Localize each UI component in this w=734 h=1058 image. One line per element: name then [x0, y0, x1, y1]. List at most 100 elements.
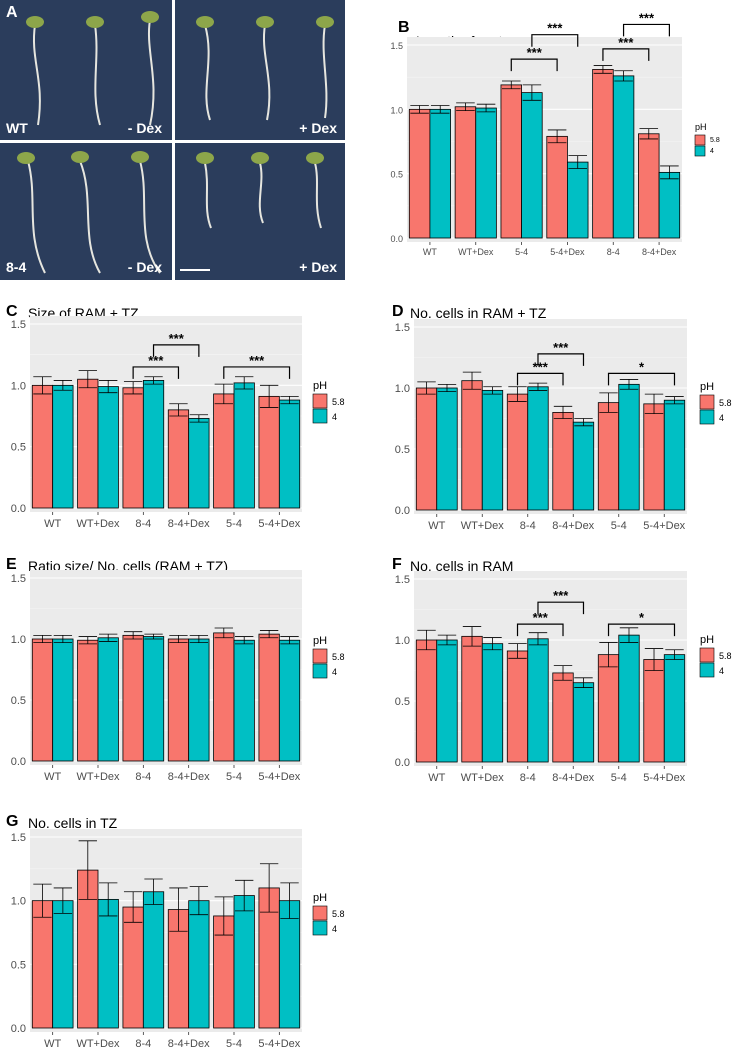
- chart-b-xtick-label: 5-4+Dex: [550, 247, 585, 257]
- bar-e-ph4: [97, 637, 119, 762]
- bar-b-ph58: [454, 106, 477, 239]
- legend-d-label: 4: [719, 413, 724, 423]
- legend-d-swatch: [699, 409, 715, 425]
- bar-e-ph4: [188, 638, 210, 762]
- legend-f-label: 4: [719, 666, 724, 676]
- bar-d-ph58: [506, 393, 529, 511]
- chart-g-ytick-label: 0.5: [11, 959, 26, 971]
- significance-bracket-d: [607, 372, 676, 386]
- chart-e-xtick-label: 5-4+Dex: [258, 771, 300, 783]
- bar-d-ph4: [481, 390, 504, 511]
- legend-b-swatch: [694, 134, 706, 146]
- legend-f-swatch: [699, 647, 715, 663]
- chart-b-ytick-label: 1.0: [390, 105, 403, 115]
- chart-f-title: No. cells in RAM: [410, 558, 513, 574]
- legend-f-label: 5.8: [719, 651, 732, 661]
- bar-b-ph58: [408, 108, 431, 239]
- legend-d-swatch: [699, 394, 715, 410]
- legend-g-label: 5.8: [332, 909, 345, 919]
- genotype-label: WT: [6, 120, 28, 136]
- bar-b-ph58: [638, 133, 660, 239]
- significance-bracket-b: [531, 34, 579, 47]
- bar-b-ph4: [521, 92, 543, 239]
- legend-b-title: pH: [695, 122, 707, 132]
- chart-c-ytick-label: 1.0: [11, 380, 26, 392]
- bar-f-ph58: [461, 635, 483, 763]
- chart-d-xtick-label: WT: [428, 520, 445, 532]
- panel-c-letter: C: [6, 303, 18, 320]
- bar-e-ph4: [278, 639, 301, 762]
- chart-f-xtick-label: 8-4+Dex: [552, 772, 594, 784]
- chart-g-xtick-label: WT: [44, 1038, 61, 1050]
- bar-f-ph4: [572, 682, 595, 763]
- bar-e-ph58: [31, 638, 54, 762]
- bar-d-ph58: [643, 403, 665, 511]
- significance-label-c: ***: [169, 331, 185, 346]
- chart-b-plot-area: [407, 37, 682, 242]
- bar-e-ph58: [213, 632, 235, 762]
- chart-c-xtick-label: 5-4: [226, 518, 242, 530]
- significance-bracket-c: [223, 366, 291, 379]
- chart-g-plot-area: [30, 829, 302, 1032]
- chart-f-xtick-label: WT: [428, 772, 445, 784]
- bar-e-ph4: [52, 638, 74, 762]
- chart-g-ytick-label: 0.0: [11, 1023, 26, 1035]
- bar-d-ph4: [663, 399, 686, 511]
- bar-f-ph58: [415, 639, 438, 763]
- bar-b-ph58: [592, 69, 614, 239]
- significance-label-f: ***: [533, 610, 549, 625]
- chart-g-xtick-label: 8-4+Dex: [168, 1038, 210, 1050]
- bar-c-ph58: [213, 393, 235, 509]
- bar-c-ph4: [97, 386, 119, 509]
- chart-g-title: No. cells in TZ: [28, 815, 118, 831]
- chart-f-ytick-label: 0.0: [395, 757, 410, 769]
- bar-c-ph58: [122, 387, 144, 509]
- chart-d-ytick-label: 0.5: [395, 444, 410, 456]
- significance-label-d: ***: [533, 359, 549, 374]
- bar-g-ph4: [52, 900, 74, 1029]
- bar-e-ph4: [233, 639, 255, 762]
- chart-g-ytick-label: 1.5: [11, 832, 26, 844]
- photo-84-minus-dex: 8-4 - Dex: [0, 143, 172, 280]
- bar-g-ph58: [31, 900, 54, 1029]
- photo-84-plus-dex: + Dex: [175, 143, 345, 280]
- panel-f-letter: F: [392, 556, 402, 573]
- legend-c-title: pH: [313, 380, 327, 392]
- chart-e-xtick-label: WT: [44, 771, 61, 783]
- chart-g-xtick-label: 8-4: [135, 1038, 151, 1050]
- bar-f-ph58: [552, 672, 574, 763]
- chart-e-ytick-label: 1.5: [11, 573, 26, 585]
- bar-b-ph4: [612, 75, 635, 239]
- bar-f-ph4: [481, 643, 504, 763]
- chart-e-plot-area: [30, 570, 302, 765]
- legend-f-swatch: [699, 662, 715, 678]
- panel-b-letter: B: [398, 19, 410, 36]
- significance-bracket-f: [607, 623, 676, 637]
- chart-d-ytick-label: 1.0: [395, 383, 410, 395]
- chart-c-xtick-label: WT+Dex: [76, 518, 120, 530]
- bar-g-ph4: [233, 895, 255, 1029]
- panel-e-letter: E: [6, 556, 17, 573]
- significance-bracket-b: [622, 23, 670, 37]
- legend-e-label: 4: [332, 667, 337, 677]
- legend-e-swatch: [312, 663, 328, 679]
- chart-e-xtick-label: 8-4: [135, 771, 151, 783]
- bar-g-ph4: [278, 900, 301, 1029]
- bar-f-ph4: [436, 639, 458, 763]
- bar-f-ph58: [597, 654, 620, 763]
- seedling-drawing: [17, 151, 161, 274]
- chart-f-ytick-label: 0.5: [395, 696, 410, 708]
- chart-e-ytick-label: 0.0: [11, 756, 26, 768]
- panel-g-letter: G: [6, 813, 18, 830]
- bar-e-ph58: [122, 634, 144, 762]
- legend-g-label: 4: [332, 924, 337, 934]
- treatment-label: + Dex: [299, 259, 337, 275]
- legend-g-title: pH: [313, 892, 327, 904]
- chart-d-plot-area: [414, 319, 687, 514]
- bar-e-ph58: [258, 633, 280, 762]
- bar-c-ph58: [167, 409, 190, 509]
- seedling-drawing: [26, 11, 159, 126]
- photo-wt-minus-dex: A WT - Dex: [0, 0, 172, 140]
- bar-g-ph4: [97, 898, 119, 1029]
